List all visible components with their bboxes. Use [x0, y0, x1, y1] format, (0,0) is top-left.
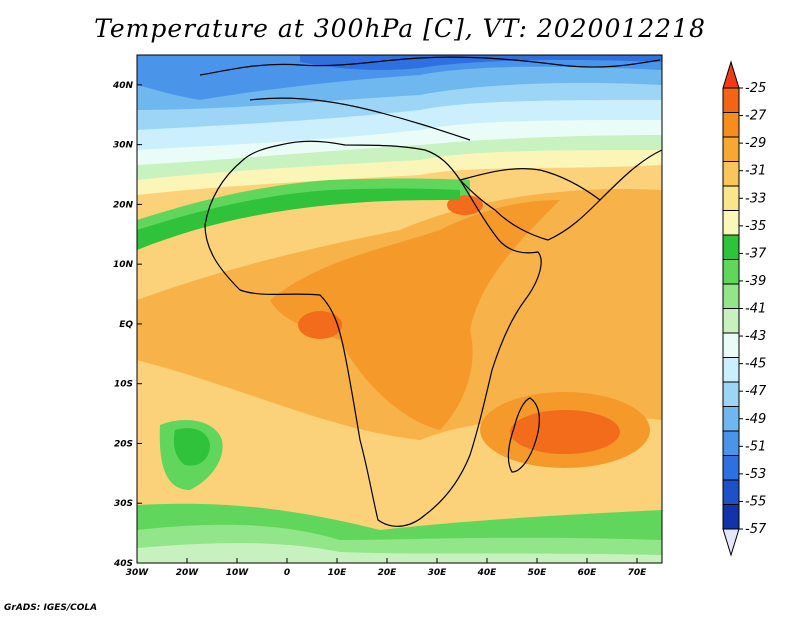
- colorbar-label: -43: [745, 329, 766, 344]
- lat-tick-label: 10N: [113, 260, 134, 270]
- colorbar-label: -35: [745, 219, 766, 234]
- lat-tick-label: 30N: [113, 141, 134, 151]
- lon-tick-label: 10W: [226, 568, 250, 578]
- africa-coastline: [204, 140, 542, 527]
- lon-tick-label: 30W: [126, 568, 150, 578]
- mediterranean-coastline: [249, 97, 471, 141]
- lon-tick-label: 0: [284, 568, 290, 578]
- colorbar-swatch: [722, 430, 740, 456]
- lat-tick-label: 40S: [113, 559, 133, 569]
- colorbar-swatch: [722, 357, 740, 383]
- lon-tick-label: 60E: [578, 568, 598, 578]
- colorbar-label: -25: [745, 81, 766, 96]
- colorbar-swatch: [722, 381, 740, 407]
- colorbar-swatch: [722, 112, 740, 138]
- lat-tick-label: 40N: [112, 81, 134, 91]
- colorbar-label: -51: [745, 439, 766, 454]
- coastlines: [199, 56, 662, 527]
- colorbar-swatch: [722, 283, 740, 309]
- lon-tick-label: 20E: [378, 568, 398, 578]
- lat-tick-label: EQ: [119, 320, 133, 330]
- colorbar-label: -55: [745, 494, 766, 509]
- colorbar-swatch: [722, 332, 740, 358]
- colorbar-label: -37: [745, 246, 767, 261]
- lat-tick-label: 20S: [114, 439, 133, 449]
- temperature-field: [137, 55, 662, 563]
- madagascar-coastline: [507, 397, 540, 473]
- colorbar-swatch: [722, 406, 740, 432]
- colorbar-label: -49: [745, 412, 766, 427]
- plot-frame: [136, 54, 663, 564]
- lon-tick-label: 20W: [176, 568, 200, 578]
- colorbar-label: -31: [745, 164, 766, 179]
- colorbar-arrow-top: [722, 60, 740, 89]
- colorbar-label: -57: [745, 522, 767, 537]
- colorbar-swatch: [722, 259, 740, 285]
- colorbar-swatch: [722, 136, 740, 162]
- asia-coastline: [599, 149, 662, 201]
- colorbar: -25 -27 -29 -31 -33 -35 -37 -39 -41 -43 -45 -47 -49 -…: [722, 60, 767, 557]
- credit-label: GrADS: IGES/COLA: [4, 603, 98, 613]
- colorbar-swatch: [722, 504, 740, 530]
- colorbar-label: -53: [745, 467, 766, 482]
- colorbar-swatch: [722, 87, 740, 113]
- colorbar-label: -45: [745, 357, 766, 372]
- colorbar-arrow-bottom: [722, 528, 740, 557]
- colorbar-label: -29: [745, 136, 766, 151]
- lon-tick-label: 70E: [628, 568, 648, 578]
- lon-tick-label: 10E: [328, 568, 348, 578]
- lon-tick-label: 30E: [428, 568, 448, 578]
- colorbar-label: -39: [745, 274, 766, 289]
- colorbar-swatch: [722, 479, 740, 505]
- colorbar-swatch: [722, 308, 740, 334]
- lon-tick-label: 50E: [528, 568, 548, 578]
- colorbar-swatch: [722, 210, 740, 236]
- lat-tick-label: 30S: [114, 499, 133, 509]
- colorbar-swatch: [722, 234, 740, 260]
- lat-tick-label: 10S: [114, 380, 133, 390]
- colorbar-label: -47: [745, 384, 767, 399]
- colorbar-swatch: [722, 455, 740, 481]
- colorbar-label: -41: [745, 302, 766, 317]
- colorbar-label: -27: [745, 109, 767, 124]
- arabia-coastline: [458, 168, 601, 241]
- colorbar-swatch: [722, 185, 740, 211]
- colorbar-label: -33: [745, 191, 766, 206]
- longitude-ticks: 30W 20W 10W 0 10E 20E 30E 40E 50E 60E 70E: [126, 558, 647, 578]
- map-title: Temperature at 300hPa [C], VT: 202001221…: [94, 14, 706, 43]
- colorbar-swatch: [722, 161, 740, 187]
- latitude-ticks: 40N 30N 20N 10N EQ 10S 20S 30S 40S: [112, 81, 142, 569]
- lat-tick-label: 20N: [113, 200, 134, 210]
- lon-tick-label: 40E: [477, 568, 498, 578]
- europe-coastline: [199, 56, 661, 76]
